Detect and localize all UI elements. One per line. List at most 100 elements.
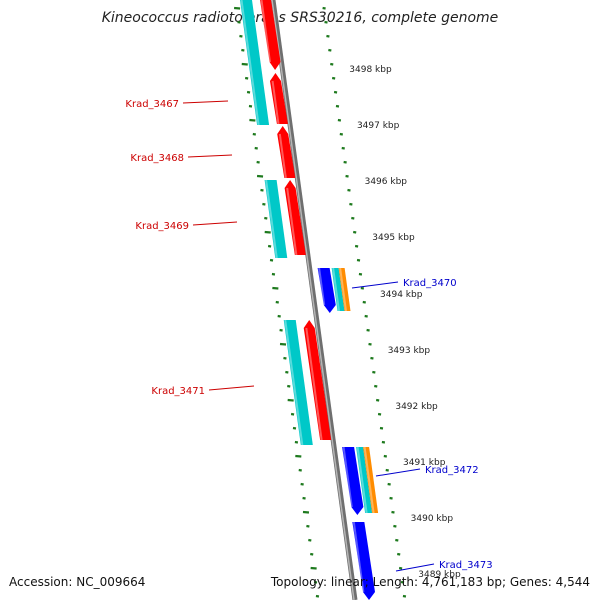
scale-label: 3498 kbp [349, 65, 392, 75]
right-tick-row-tick [387, 482, 391, 486]
scale-label: 3490 kbp [411, 514, 454, 524]
left-tick-row-tick [246, 90, 251, 94]
left-tick-row-tick [290, 412, 295, 416]
forward-gene-0-highlight [260, 0, 271, 63]
right-tick-row-tick [349, 202, 353, 206]
right-tick-row-tick [324, 20, 328, 24]
forward-gene-2-highlight [278, 133, 287, 179]
left-tick-row-tick [248, 104, 253, 108]
left-tick-row-tick [256, 160, 260, 164]
right-tick-row-tick [356, 258, 361, 262]
right-tick-row-tick [360, 286, 365, 290]
scale-label: 3489 kbp [418, 570, 461, 580]
reverse-gene-0 [317, 268, 336, 313]
gene-label-leader [187, 154, 233, 158]
left-tick-row-tick [287, 384, 291, 388]
left-tick-row-tick [310, 552, 314, 556]
left-tick-row-tick [272, 286, 279, 290]
right-tick-row-tick [326, 34, 330, 38]
reverse-gene-0-highlight [318, 267, 326, 306]
right-tick-row-tick [333, 90, 338, 94]
right-tick-row-tick [370, 356, 374, 360]
gene-label: Krad_3470 [403, 278, 457, 289]
gene-label: Krad_3472 [425, 465, 479, 476]
left-tick-row-tick [241, 62, 248, 66]
right-tick-row-tick [331, 76, 336, 80]
right-tick-row-tick [391, 510, 395, 514]
left-tick-row-tick [264, 230, 271, 234]
right-tick-row-tick [341, 146, 345, 150]
scale-label: 3493 kbp [388, 346, 431, 356]
left-tick-row-tick [241, 48, 245, 52]
forward-gene-3 [284, 180, 306, 255]
left-tick-row-tick [292, 426, 297, 430]
left-tick-row-tick [285, 370, 289, 374]
forward-cds-0 [240, 0, 270, 125]
right-tick-row-tick [330, 62, 334, 66]
reverse-cds-0-highlight [332, 267, 340, 312]
right-tick-row-tick [368, 342, 372, 346]
reverse-cds-1 [356, 447, 373, 513]
gene-label-leader [395, 563, 435, 572]
forward-cds-0-highlight [240, 0, 260, 126]
right-tick-row-tick [362, 300, 366, 304]
right-tick-row-tick [381, 440, 386, 444]
right-tick-row-tick [397, 552, 401, 556]
genome-summary: Topology: linear; Length: 4,761,183 bp; … [270, 575, 590, 589]
left-tick-row-tick [239, 34, 243, 38]
reverse-gene-1 [342, 447, 364, 515]
left-tick-row-tick [302, 496, 306, 500]
left-tick-row-tick [287, 398, 294, 402]
forward-cds-4 [283, 320, 313, 445]
forward-gene-4-highlight [305, 327, 323, 441]
gene-label-leader [351, 281, 399, 289]
right-tick-row-tick [372, 370, 376, 374]
reverse-cds-1-highlight [356, 446, 368, 514]
gene-label: Krad_3468 [130, 153, 184, 164]
left-tick-row-tick [279, 342, 287, 346]
reverse-gene-2-highlight [352, 521, 365, 593]
right-tick-row-tick [364, 314, 368, 318]
reverse-gene-2 [352, 522, 375, 600]
left-tick-row-tick [264, 216, 268, 220]
reverse-feature-0-highlight [339, 267, 347, 312]
right-tick-row-tick [374, 384, 378, 388]
right-tick-row-tick [343, 160, 347, 164]
gene-label: Krad_3469 [135, 221, 189, 232]
right-tick-row-tick [353, 230, 357, 234]
scale-label: 3496 kbp [365, 177, 408, 187]
left-tick-row-tick [315, 594, 320, 598]
scale-label: 3492 kbp [395, 402, 438, 412]
gene-label: Krad_3473 [439, 560, 493, 571]
left-tick-row-tick [249, 118, 256, 122]
left-tick-row-tick [269, 258, 274, 262]
right-tick-row-tick [377, 412, 382, 416]
accession-text: Accession: NC_009664 [9, 575, 146, 589]
right-tick-row-tick [328, 48, 332, 52]
reverse-feature-0 [338, 268, 351, 311]
forward-gene-2 [277, 126, 296, 178]
gene-label-leader [182, 100, 229, 104]
left-tick-row-tick [256, 174, 264, 178]
map-title: Kineococcus radiotolerans SRS30216, comp… [101, 10, 499, 26]
right-tick-row-tick [400, 580, 405, 584]
forward-cds-3 [264, 180, 288, 258]
right-tick-row-tick [339, 132, 343, 136]
reverse-gene-1-highlight [342, 446, 353, 508]
left-tick-row-tick [267, 244, 272, 248]
left-tick-row-tick [300, 482, 304, 486]
right-tick-row-tick [322, 6, 326, 10]
left-tick-row-tick [277, 314, 281, 318]
left-tick-row-tick [308, 538, 312, 542]
forward-gene-1 [269, 73, 288, 124]
forward-gene-3-highlight [286, 187, 298, 256]
left-tick-row-tick [237, 20, 241, 24]
right-tick-row-tick [402, 594, 407, 598]
forward-cds-3-highlight [265, 179, 278, 259]
right-tick-row-tick [358, 272, 363, 276]
reverse-cds-0 [331, 268, 345, 311]
right-tick-row-tick [345, 174, 349, 178]
forward-cds-4-highlight [284, 319, 304, 446]
